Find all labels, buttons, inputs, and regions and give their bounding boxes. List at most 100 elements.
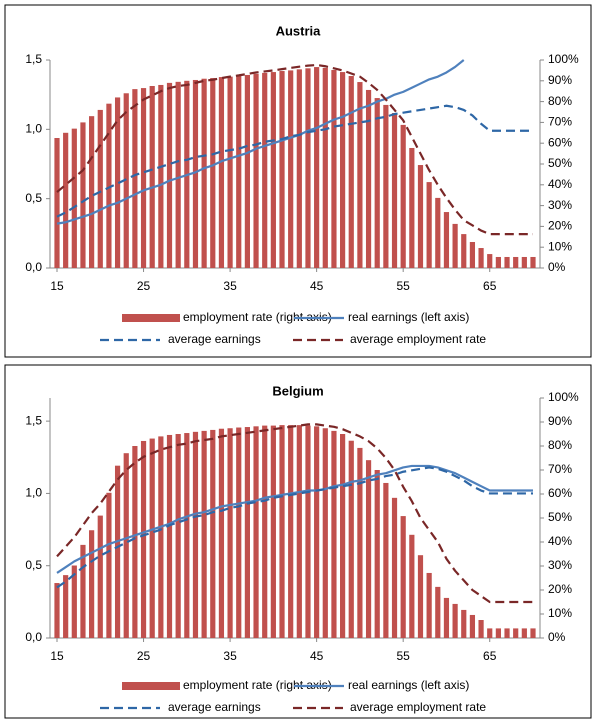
bar [331, 430, 337, 638]
bar [218, 77, 225, 268]
legend-label: average employment rate [350, 700, 486, 714]
legend-label: real earnings (left axis) [348, 678, 469, 692]
bar [461, 609, 467, 638]
y2-tick-label: 20% [548, 582, 572, 596]
bar [166, 434, 173, 638]
bar [270, 425, 276, 638]
bar [409, 534, 415, 638]
legend-label: average earnings [168, 332, 261, 346]
bar [495, 628, 501, 638]
y2-tick-label: 80% [548, 94, 572, 108]
y2-tick-label: 30% [548, 558, 572, 572]
bar [210, 78, 216, 268]
legend-label: average employment rate [350, 332, 486, 346]
bar [314, 67, 320, 269]
bar [400, 124, 406, 269]
bar [106, 492, 112, 638]
y2-tick-label: 10% [548, 606, 572, 620]
bar [296, 69, 302, 268]
bar [227, 76, 233, 268]
y2-tick-label: 70% [548, 462, 572, 476]
bar [443, 212, 450, 268]
bar [305, 68, 311, 268]
y-tick-label: 0,5 [25, 191, 42, 205]
x-tick-label: 45 [310, 649, 324, 663]
y-tick-label: 0,0 [25, 630, 42, 644]
bar [340, 434, 346, 638]
dashed-line [56, 104, 533, 218]
bar [236, 427, 242, 638]
bar [478, 248, 484, 268]
bar [417, 555, 424, 638]
bar [504, 628, 510, 638]
bar [331, 69, 337, 268]
bar [158, 84, 164, 269]
bar [89, 116, 95, 268]
y2-tick-label: 10% [548, 239, 572, 253]
bar [383, 104, 389, 268]
bar [530, 628, 536, 638]
chart-title: Austria [276, 23, 322, 38]
bar [184, 433, 190, 638]
bar [244, 427, 250, 638]
bar [97, 109, 103, 268]
bar [270, 72, 276, 269]
bar [391, 113, 398, 268]
bar [89, 530, 95, 638]
y-tick-label: 0,5 [25, 558, 42, 572]
bar [192, 431, 199, 638]
bar [314, 426, 320, 638]
bar [469, 242, 476, 268]
bar [374, 470, 380, 638]
bar [175, 81, 181, 268]
x-tick-label: 65 [483, 279, 497, 293]
bar [210, 429, 216, 638]
bar [262, 425, 268, 638]
bar [114, 465, 121, 638]
y2-tick-label: 70% [548, 115, 572, 129]
bar [192, 79, 199, 268]
y2-tick-label: 50% [548, 510, 572, 524]
bar [391, 497, 398, 638]
bar [426, 572, 432, 638]
bar [521, 628, 527, 638]
bar [383, 482, 389, 638]
bar [227, 428, 233, 638]
line [56, 464, 533, 574]
bar [106, 103, 112, 269]
bar [504, 256, 510, 268]
bar [123, 453, 129, 638]
y2-tick-label: 60% [548, 486, 572, 500]
x-tick-label: 55 [397, 649, 411, 663]
bar [487, 254, 493, 268]
bar [132, 89, 138, 269]
bar [452, 223, 458, 268]
legend-swatch [122, 682, 180, 690]
bar [63, 575, 69, 638]
bar [140, 88, 147, 268]
y2-tick-label: 0% [548, 630, 566, 644]
y2-tick-label: 40% [548, 177, 572, 191]
y2-tick-label: 100% [548, 390, 579, 404]
bar [417, 165, 424, 268]
bar [262, 72, 268, 269]
y-tick-label: 1,0 [25, 486, 42, 500]
bar [357, 447, 363, 638]
bar [513, 256, 519, 268]
y2-tick-label: 90% [548, 414, 572, 428]
x-tick-label: 25 [137, 649, 151, 663]
bar [54, 583, 60, 638]
legend-swatch [122, 314, 180, 322]
x-tick-label: 55 [397, 279, 411, 293]
bar [365, 89, 372, 269]
panel-border [4, 364, 592, 719]
panel-border [4, 4, 592, 358]
bar [71, 565, 77, 638]
bar [97, 515, 103, 638]
bar [478, 620, 484, 638]
bar [305, 425, 311, 638]
x-tick-label: 65 [483, 649, 497, 663]
bar [236, 76, 242, 269]
bar [140, 440, 147, 638]
